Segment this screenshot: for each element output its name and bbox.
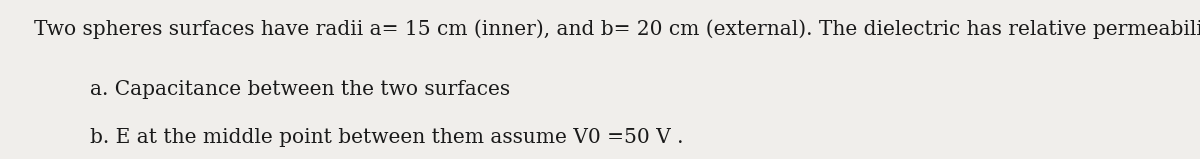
Text: b. E at the middle point between them assume V0 =50 V .: b. E at the middle point between them as…: [90, 128, 684, 147]
Text: a. Capacitance between the two surfaces: a. Capacitance between the two surfaces: [90, 80, 510, 99]
Text: Two spheres surfaces have radii a= 15 cm (inner), and b= 20 cm (external). The d: Two spheres surfaces have radii a= 15 cm…: [34, 19, 1200, 39]
